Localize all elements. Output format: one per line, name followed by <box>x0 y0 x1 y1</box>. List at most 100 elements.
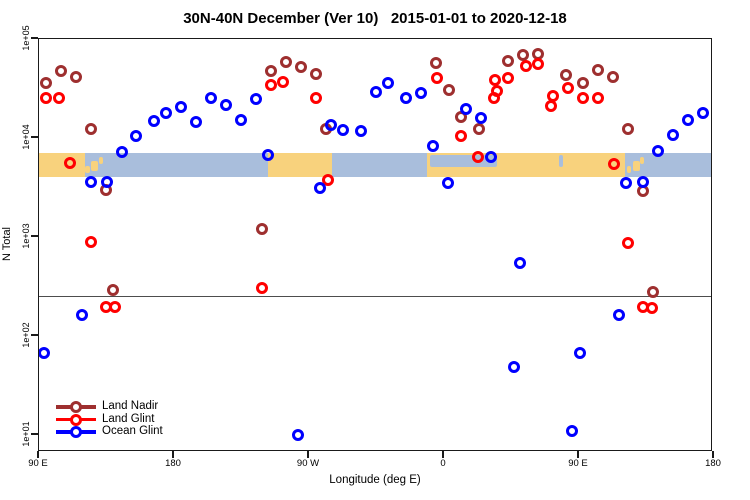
data-point-land-nadir <box>576 77 589 90</box>
data-point-ocean-glint <box>399 91 412 104</box>
data-point-ocean-glint <box>38 346 50 359</box>
data-point-land-glint <box>591 91 604 104</box>
data-point-ocean-glint <box>219 99 232 112</box>
map-strip-island <box>632 160 640 171</box>
data-point-land-glint <box>39 91 52 104</box>
legend-item-label: Land Nadir <box>102 400 159 412</box>
data-point-land-glint <box>431 72 443 85</box>
x-axis-tick <box>172 451 174 458</box>
latitude-band-map-strip <box>38 153 711 177</box>
data-point-land-glint <box>519 60 532 73</box>
y-axis-tick <box>31 433 38 435</box>
data-point-ocean-glint <box>381 77 394 90</box>
map-strip-land <box>267 153 332 177</box>
data-point-land-nadir <box>54 65 67 78</box>
data-point-ocean-glint <box>426 140 439 153</box>
data-point-ocean-glint <box>620 177 632 190</box>
reference-line <box>38 295 712 297</box>
data-point-land-nadir <box>309 68 322 81</box>
data-point-land-nadir <box>443 83 455 96</box>
y-axis-tick-label: 1e+01 <box>21 421 31 447</box>
data-point-land-glint <box>471 150 484 163</box>
data-point-land-glint <box>531 58 544 71</box>
data-point-land-nadir <box>621 123 634 136</box>
y-axis-tick <box>31 235 38 237</box>
legend-item-label: Ocean Glint <box>102 425 163 438</box>
x-axis-tick <box>37 451 39 458</box>
legend-marker-ring <box>70 413 82 426</box>
data-point-land-glint <box>255 281 268 294</box>
x-axis-tick <box>442 451 444 458</box>
data-point-land-nadir <box>279 56 292 69</box>
data-point-ocean-glint <box>459 103 472 116</box>
data-point-land-glint <box>321 173 334 186</box>
y-axis-tick <box>31 136 38 138</box>
map-strip-island <box>91 160 98 171</box>
x-axis-tick-label: 180 <box>705 458 721 469</box>
data-point-land-nadir <box>647 285 659 298</box>
data-point-ocean-glint <box>174 101 187 114</box>
data-point-ocean-glint <box>291 428 304 441</box>
map-strip-island <box>640 156 644 165</box>
data-point-land-glint <box>576 91 589 104</box>
data-point-land-nadir <box>255 222 268 235</box>
data-point-land-glint <box>108 300 121 313</box>
data-point-land-nadir <box>501 54 514 67</box>
data-point-land-glint <box>501 72 514 85</box>
data-point-land-nadir <box>294 60 307 73</box>
x-axis-tick-label: 90 W <box>296 458 320 469</box>
data-point-land-glint <box>84 235 97 248</box>
map-strip-land <box>38 153 85 177</box>
data-point-ocean-glint <box>507 361 520 373</box>
chart-title: 30N-40N December (Ver 10) 2015-01-01 to … <box>183 10 567 27</box>
data-point-ocean-glint <box>566 425 578 438</box>
data-point-land-glint <box>608 158 620 171</box>
data-point-ocean-glint <box>573 346 586 359</box>
x-axis-tick <box>577 451 579 458</box>
y-axis-tick-label: 1e+05 <box>21 25 31 51</box>
data-point-ocean-glint <box>189 115 202 128</box>
legend-marker-ring <box>70 426 82 439</box>
plot-area-border <box>38 38 712 451</box>
data-point-ocean-glint <box>612 309 625 322</box>
data-point-land-nadir <box>264 65 277 78</box>
data-point-ocean-glint <box>147 115 160 128</box>
data-point-land-nadir <box>84 123 97 136</box>
data-point-land-nadir <box>516 49 529 62</box>
data-point-land-glint <box>276 75 289 88</box>
data-point-land-nadir <box>39 77 52 90</box>
data-point-ocean-glint <box>636 176 649 189</box>
map-strip-inland-sea <box>558 155 563 167</box>
data-point-ocean-glint <box>234 113 247 126</box>
x-axis-tick-label: 90 E <box>568 458 588 469</box>
y-axis-tick <box>31 334 38 336</box>
data-point-ocean-glint <box>261 148 274 161</box>
data-point-land-nadir <box>560 69 572 82</box>
data-point-ocean-glint <box>513 257 526 270</box>
data-point-ocean-glint <box>314 182 326 195</box>
data-point-ocean-glint <box>159 106 172 119</box>
legend-item-label: Land Glint <box>102 412 155 425</box>
data-point-ocean-glint <box>336 123 349 136</box>
data-point-ocean-glint <box>116 146 128 159</box>
x-axis-tick <box>712 451 714 458</box>
map-strip-island <box>98 156 103 165</box>
data-point-ocean-glint <box>75 309 88 322</box>
data-point-land-nadir <box>591 64 604 77</box>
data-point-land-glint <box>546 89 559 102</box>
data-point-land-glint <box>645 302 658 315</box>
data-point-land-glint <box>491 85 503 98</box>
data-point-ocean-glint <box>666 128 679 141</box>
data-point-land-glint <box>63 156 76 169</box>
data-point-land-glint <box>488 73 501 86</box>
data-point-ocean-glint <box>369 85 382 98</box>
data-point-land-nadir <box>107 283 119 296</box>
data-point-land-glint <box>53 91 65 104</box>
data-point-ocean-glint <box>474 111 487 124</box>
legend-marker-ring <box>70 401 82 413</box>
y-axis-tick-label: 1e+04 <box>21 124 31 150</box>
y-axis-tick-label: 1e+03 <box>21 223 31 249</box>
data-point-ocean-glint <box>651 145 664 158</box>
data-point-ocean-glint <box>354 124 367 137</box>
